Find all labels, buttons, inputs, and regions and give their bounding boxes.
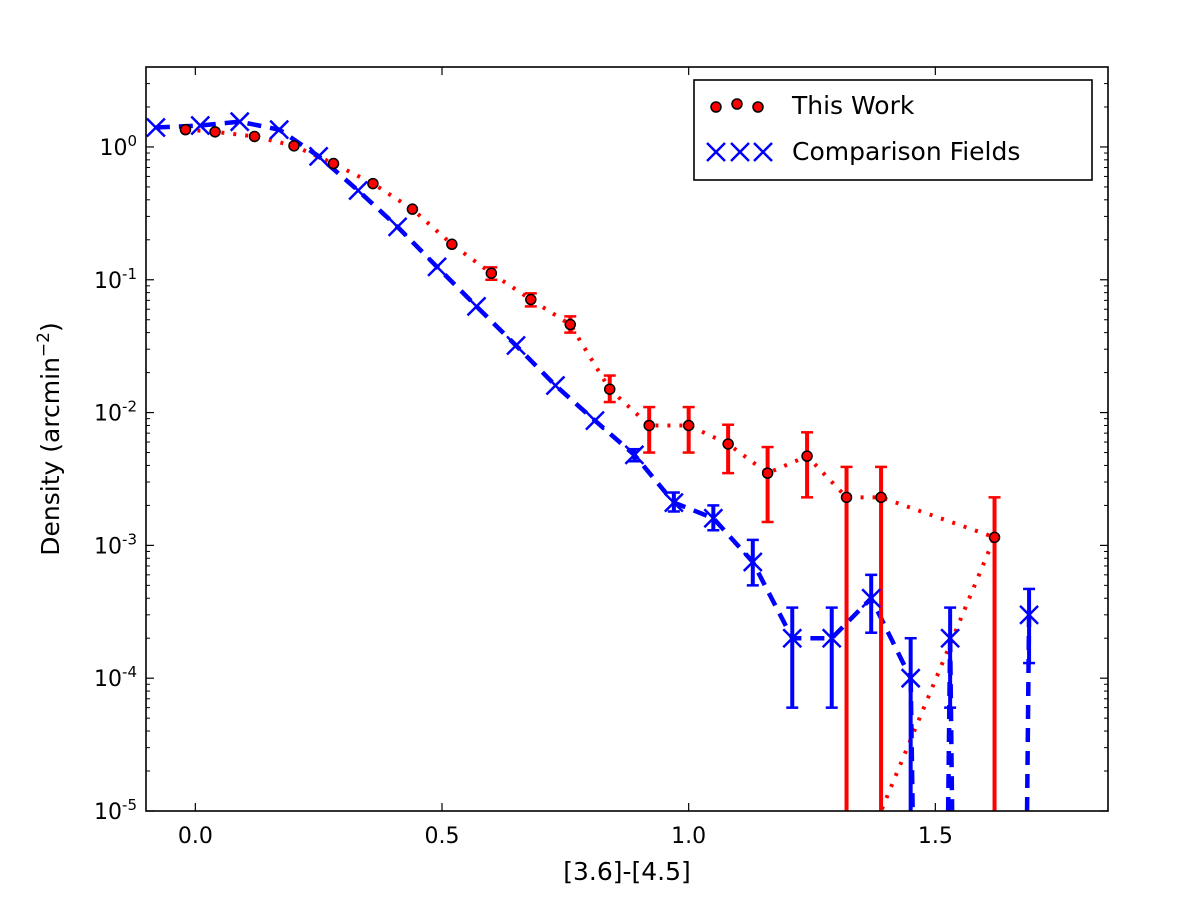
data-point-this-work bbox=[248, 130, 261, 143]
marker-stroke bbox=[190, 115, 211, 136]
data-point-this-work bbox=[367, 177, 379, 190]
data-point-comparison-fields bbox=[348, 180, 369, 201]
data-point-comparison-fields bbox=[624, 445, 645, 465]
marker-stroke bbox=[506, 335, 526, 356]
data-point-comparison-fields bbox=[1019, 604, 1039, 625]
legend-marker-this-work bbox=[752, 101, 764, 113]
data-point-comparison-fields bbox=[821, 628, 842, 649]
x-axis-label: [3.6]-[4.5] bbox=[563, 857, 691, 886]
data-point-this-work bbox=[988, 531, 1001, 544]
data-point-comparison-fields bbox=[308, 146, 329, 167]
marker-stroke bbox=[545, 375, 566, 396]
data-point-comparison-fields bbox=[742, 552, 763, 572]
marker-stroke bbox=[753, 142, 773, 162]
data-point-this-work bbox=[840, 491, 853, 504]
data-point-this-work bbox=[209, 126, 221, 138]
marker-stroke bbox=[663, 492, 684, 513]
marker-stroke bbox=[427, 257, 447, 277]
data-point-comparison-fields bbox=[190, 115, 211, 136]
x-tick-label: 1.5 bbox=[918, 824, 953, 849]
data-markers bbox=[145, 111, 1039, 689]
y-tick-label: 100 bbox=[99, 132, 137, 161]
marker-stroke bbox=[1019, 604, 1039, 625]
marker-stroke bbox=[145, 117, 166, 138]
series-line bbox=[155, 119, 913, 680]
data-point-this-work bbox=[801, 450, 813, 462]
marker-stroke bbox=[703, 508, 724, 529]
y-axis-label: Density (arcmin−2) bbox=[34, 322, 65, 556]
marker-stroke bbox=[940, 628, 961, 649]
legend-marker-this-work bbox=[731, 98, 743, 110]
marker-stroke bbox=[387, 217, 408, 237]
data-point-comparison-fields bbox=[940, 628, 961, 649]
marker-stroke bbox=[782, 628, 803, 649]
marker-stroke bbox=[730, 142, 750, 162]
data-point-this-work bbox=[288, 140, 300, 152]
series-lines bbox=[155, 119, 1032, 812]
error-bars bbox=[485, 266, 1036, 811]
data-point-this-work bbox=[485, 267, 498, 279]
data-point-comparison-fields bbox=[145, 117, 166, 138]
marker-stroke bbox=[900, 668, 921, 689]
marker-stroke bbox=[821, 628, 842, 649]
data-point-this-work bbox=[564, 318, 577, 331]
data-point-this-work bbox=[603, 383, 616, 395]
marker-stroke bbox=[348, 180, 369, 201]
x-tick-label: 0.0 bbox=[178, 824, 213, 849]
data-point-comparison-fields bbox=[900, 668, 921, 689]
marker-stroke bbox=[706, 142, 726, 162]
marker-stroke bbox=[466, 296, 487, 317]
y-tick-label: 10-1 bbox=[94, 265, 137, 294]
marker-stroke bbox=[624, 445, 645, 465]
marker-stroke bbox=[742, 552, 763, 572]
marker-stroke bbox=[269, 119, 290, 140]
data-point-comparison-fields bbox=[861, 588, 882, 609]
legend: This Work Comparison Fields bbox=[693, 79, 1093, 181]
data-point-comparison-fields bbox=[466, 296, 487, 317]
data-point-comparison-fields bbox=[663, 492, 684, 513]
marker-stroke bbox=[585, 410, 605, 431]
data-point-this-work bbox=[643, 419, 655, 432]
legend-marker-comparison-fields bbox=[730, 142, 750, 162]
axis-ticks bbox=[146, 66, 1108, 812]
data-point-this-work bbox=[446, 238, 458, 251]
data-point-comparison-fields bbox=[782, 628, 803, 649]
legend-marker-this-work bbox=[710, 101, 722, 113]
legend-marker-comparison-fields bbox=[706, 142, 726, 162]
x-tick-label: 0.5 bbox=[425, 824, 460, 849]
tick-labels: 0.0 0.5 1.0 1.5 100 10-1 10-2 10-3 10-4 10-5 bbox=[94, 132, 953, 849]
data-point-this-work bbox=[682, 419, 695, 432]
data-point-comparison-fields bbox=[387, 217, 408, 237]
legend-label-this-work: This Work bbox=[791, 91, 915, 120]
y-tick-label: 10-2 bbox=[94, 398, 137, 427]
y-tick-label: 10-4 bbox=[94, 663, 137, 692]
data-point-this-work bbox=[179, 123, 192, 136]
marker-stroke bbox=[229, 111, 250, 132]
y-tick-label: 10-5 bbox=[94, 796, 137, 825]
data-point-comparison-fields bbox=[269, 119, 290, 140]
data-point-comparison-fields bbox=[506, 335, 526, 356]
data-point-this-work bbox=[525, 293, 537, 306]
series-line bbox=[185, 127, 998, 812]
legend-box bbox=[693, 79, 1093, 181]
data-point-comparison-fields bbox=[229, 111, 250, 132]
data-point-this-work bbox=[761, 467, 774, 479]
data-point-this-work bbox=[406, 203, 419, 215]
x-tick-label: 1.0 bbox=[671, 824, 706, 849]
legend-marker-comparison-fields bbox=[753, 142, 773, 162]
data-point-this-work bbox=[875, 491, 887, 504]
legend-label-comparison-fields: Comparison Fields bbox=[792, 137, 1020, 166]
plot-frame bbox=[145, 66, 1109, 812]
data-point-comparison-fields bbox=[545, 375, 566, 396]
data-point-this-work bbox=[722, 438, 734, 450]
data-point-comparison-fields bbox=[585, 410, 605, 431]
y-tick-label: 10-3 bbox=[94, 530, 137, 559]
data-point-this-work bbox=[327, 157, 340, 170]
data-point-comparison-fields bbox=[427, 257, 447, 277]
data-point-comparison-fields bbox=[703, 508, 724, 529]
marker-stroke bbox=[308, 146, 329, 167]
legend-markers bbox=[706, 98, 773, 162]
marker-stroke bbox=[861, 588, 882, 609]
